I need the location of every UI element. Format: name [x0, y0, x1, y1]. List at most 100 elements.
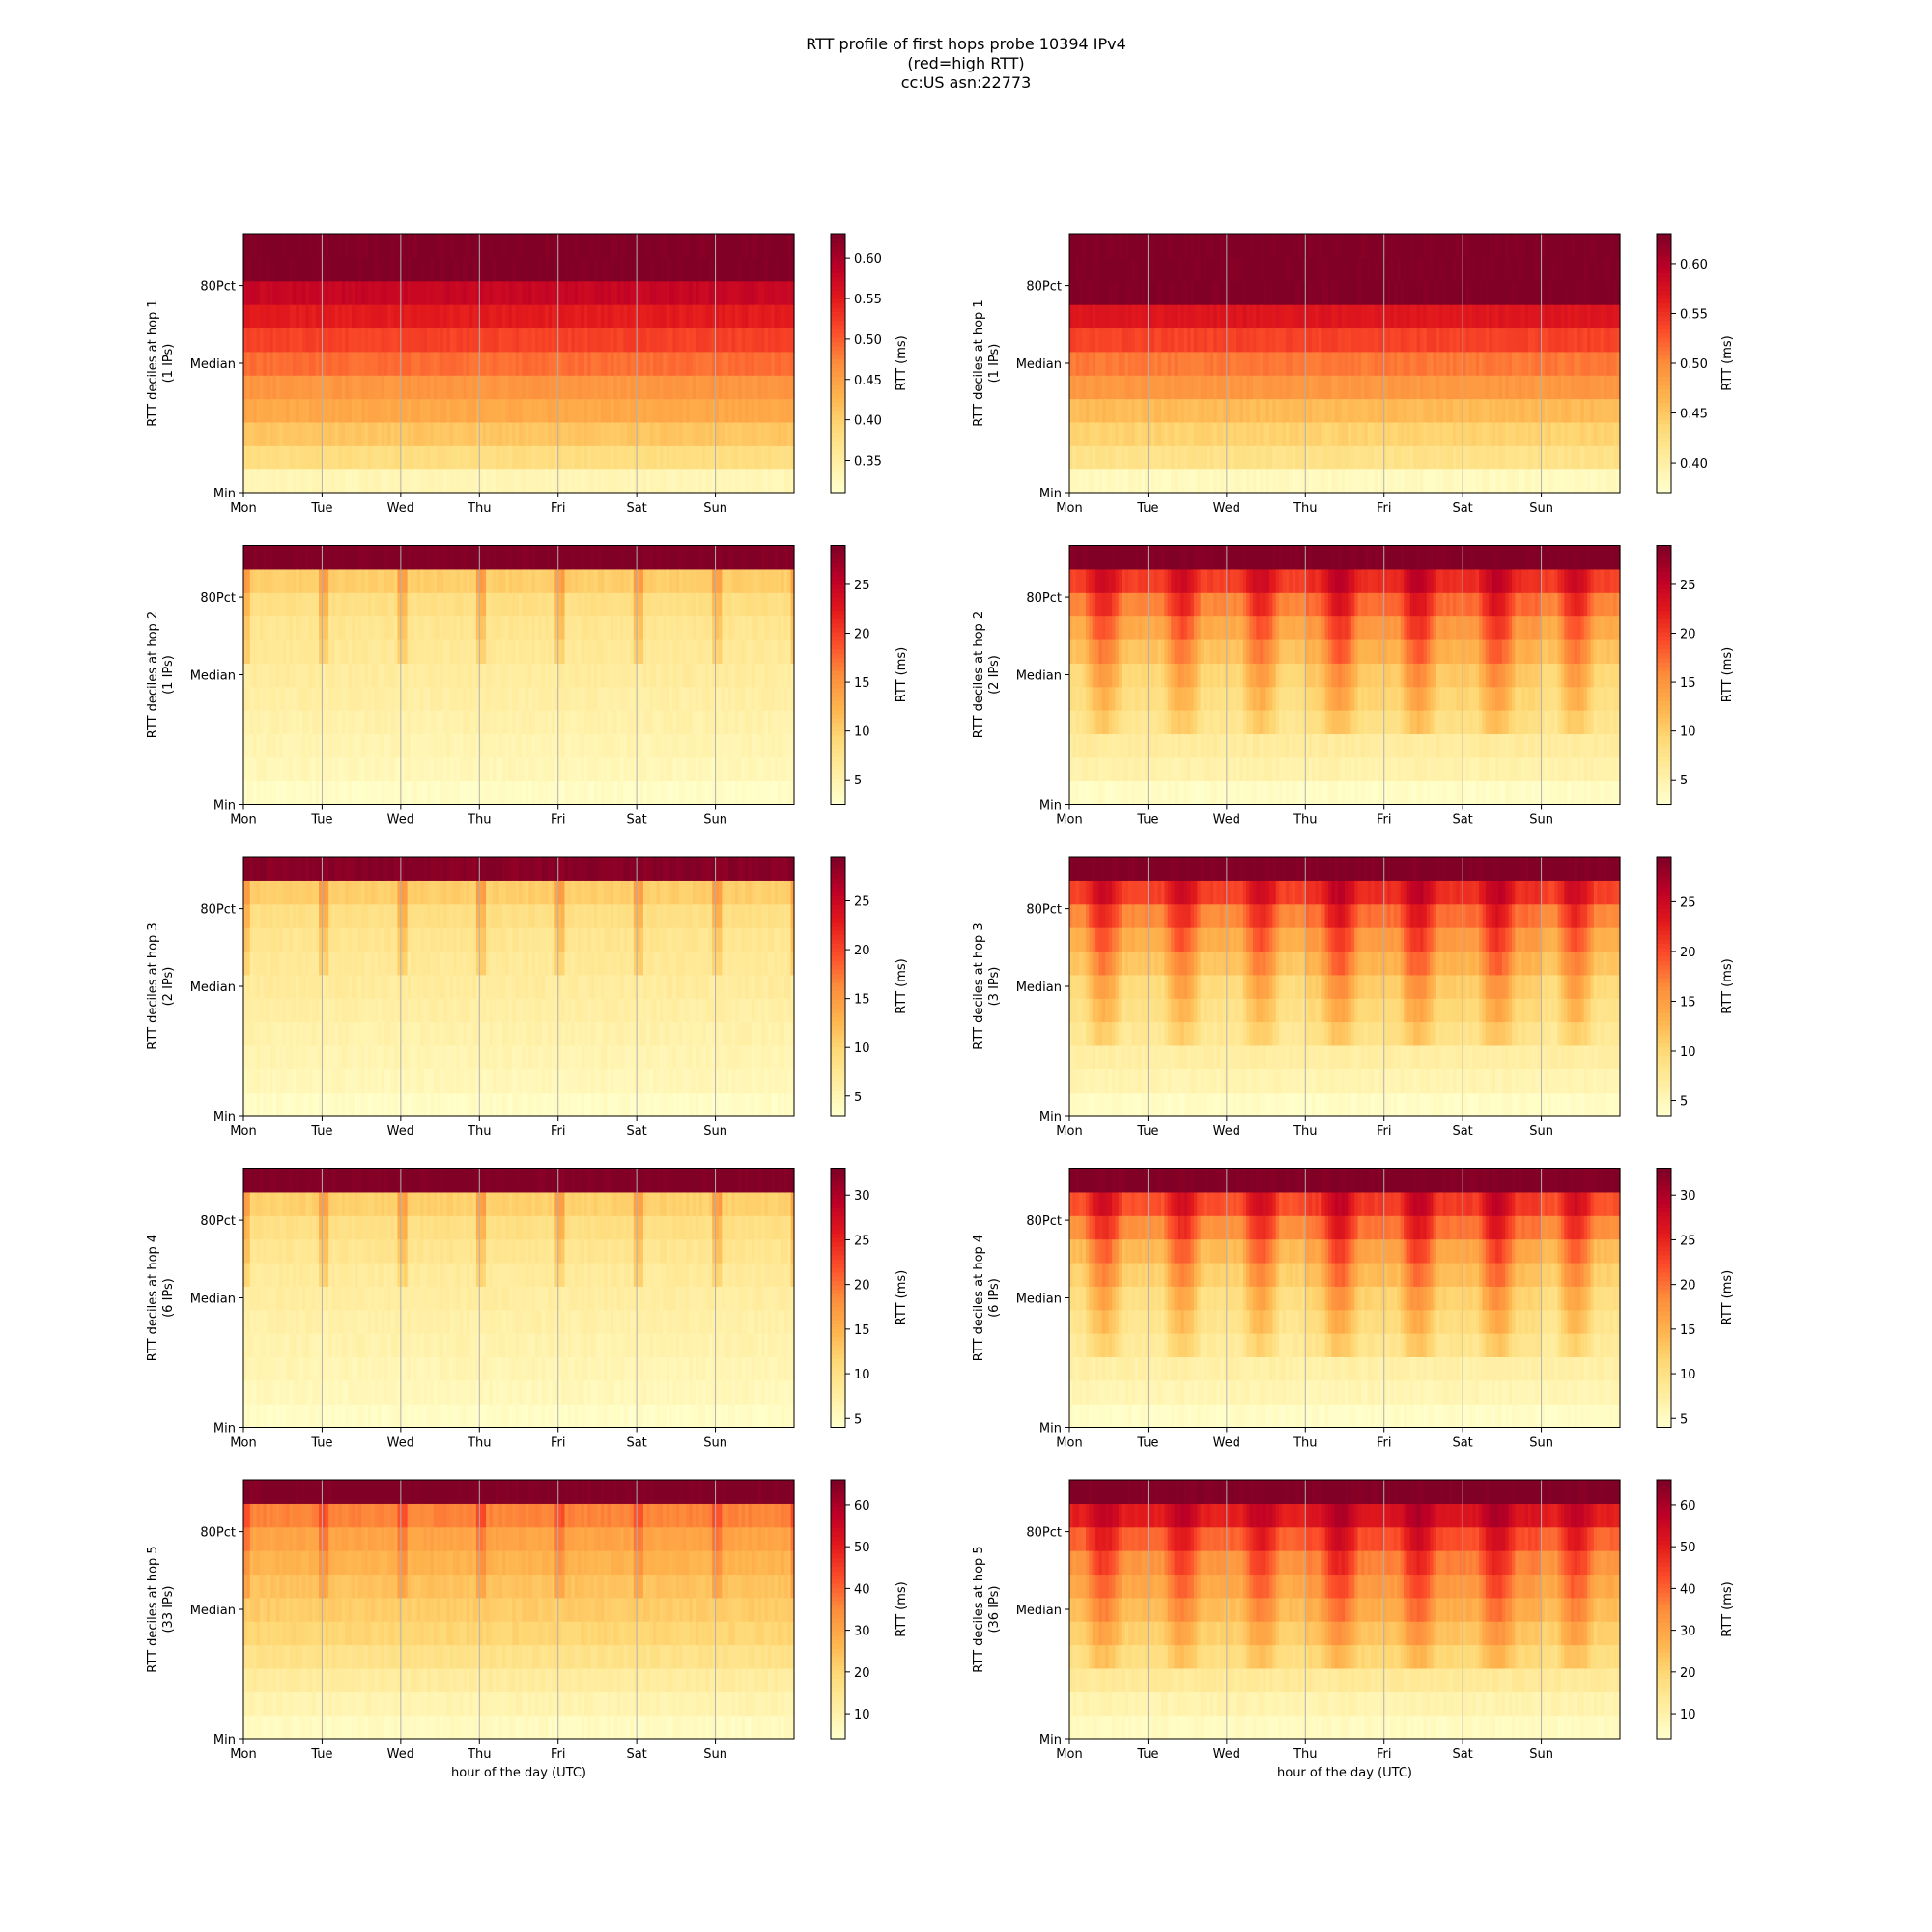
heatmap-cell [443, 733, 447, 757]
heatmap-cell [293, 710, 297, 734]
heatmap-cell [338, 616, 342, 640]
heatmap-cell [260, 375, 264, 399]
heatmap-cell [1531, 399, 1535, 423]
heatmap-cell [361, 639, 365, 664]
heatmap-cell [1406, 399, 1410, 423]
heatmap-cell [328, 281, 332, 305]
heatmap-cell [260, 546, 264, 570]
heatmap-cell [1590, 445, 1594, 469]
heatmap-cell [453, 469, 457, 494]
heatmap-cell [1201, 445, 1205, 469]
x-tick-label: Wed [387, 501, 414, 516]
heatmap-cell [1234, 281, 1237, 305]
heatmap-cell [1430, 352, 1434, 376]
heatmap-cell [764, 352, 768, 376]
heatmap-cell [1201, 281, 1205, 305]
heatmap-cell [1348, 234, 1351, 258]
heatmap-cell [1545, 375, 1548, 399]
heatmap-cell [499, 327, 503, 352]
heatmap-cell [408, 546, 412, 570]
x-tick-label: Mon [1056, 501, 1082, 516]
heatmap-cell [1463, 281, 1466, 305]
y-tick-label: Min [1039, 487, 1062, 501]
heatmap-cell [375, 546, 379, 570]
heatmap-cell [719, 375, 723, 399]
heatmap-cell [338, 352, 342, 376]
heatmap-cell [283, 375, 287, 399]
heatmap-cell [535, 710, 539, 734]
heatmap-cell [1394, 422, 1398, 446]
heatmap-cell [1568, 422, 1572, 446]
colorbar-segment [1657, 272, 1671, 277]
heatmap-cell [453, 569, 457, 593]
heatmap-cell [1531, 375, 1535, 399]
heatmap-cell [352, 422, 355, 446]
heatmap-cell [787, 234, 791, 258]
heatmap-cell [1154, 445, 1158, 469]
colorbar-segment [1657, 281, 1671, 286]
heatmap-cell [558, 757, 562, 781]
heatmap-cell [375, 257, 379, 281]
heatmap-cell [270, 304, 273, 328]
heatmap-cell [728, 422, 732, 446]
heatmap-cell [696, 352, 699, 376]
heatmap-cell [1601, 469, 1605, 494]
heatmap-cell [1325, 327, 1329, 352]
heatmap-cell [1568, 352, 1572, 376]
heatmap-cell [672, 304, 676, 328]
heatmap-cell [352, 569, 355, 593]
heatmap-cell [696, 445, 699, 469]
heatmap-cell [660, 234, 664, 258]
heatmap-cell [1256, 422, 1260, 446]
heatmap-cell [443, 687, 447, 711]
heatmap-cell [1256, 281, 1260, 305]
heatmap-cell [672, 281, 676, 305]
heatmap-cell [1430, 469, 1434, 494]
colorbar-segment [1657, 398, 1671, 403]
colorbar-segment [1657, 238, 1671, 242]
colorbar-segment [831, 471, 845, 476]
heatmap-cell [1590, 281, 1594, 305]
heatmap-cell [1325, 234, 1329, 258]
heatmap-cell [361, 616, 365, 640]
heatmap-cell [430, 546, 434, 570]
heatmap-cell [328, 592, 332, 616]
heatmap-cell [489, 710, 493, 734]
colorbar-segment [831, 419, 845, 424]
heatmap-cell [467, 445, 470, 469]
heatmap-cell [420, 757, 424, 781]
heatmap-cell [1453, 469, 1457, 494]
heatmap-cell [683, 399, 687, 423]
heatmap-cell [1521, 304, 1525, 328]
colorbar-segment [1657, 389, 1671, 394]
colorbar-segment [1657, 346, 1671, 351]
heatmap-cell [1338, 422, 1342, 446]
heatmap-cell [545, 616, 549, 640]
heatmap-cell [260, 663, 264, 687]
heatmap-cell [1325, 399, 1329, 423]
heatmap-cell [467, 663, 470, 687]
heatmap-cell [260, 234, 264, 258]
heatmap-cell [1256, 445, 1260, 469]
colorbar-segment [831, 393, 845, 398]
heatmap-cell [719, 281, 723, 305]
heatmap-cell [512, 687, 516, 711]
heatmap-cell [581, 375, 584, 399]
heatmap-cell [1521, 281, 1525, 305]
heatmap-cell [1613, 257, 1617, 281]
heatmap-cell [499, 710, 503, 734]
heatmap-cell [787, 304, 791, 328]
heatmap-cell [1601, 375, 1605, 399]
colorbar-segment [831, 440, 845, 445]
heatmap-cell [683, 469, 687, 494]
heatmap-cell [283, 304, 287, 328]
heatmap-cell [696, 257, 699, 281]
colorbar-segment [1657, 286, 1671, 291]
heatmap-cell [420, 399, 424, 423]
heatmap-cell [1293, 304, 1296, 328]
heatmap-cell [1119, 445, 1122, 469]
heatmap-cell [443, 422, 447, 446]
heatmap-cell [328, 616, 332, 640]
heatmap-cell [613, 281, 617, 305]
heatmap-cell [522, 375, 526, 399]
